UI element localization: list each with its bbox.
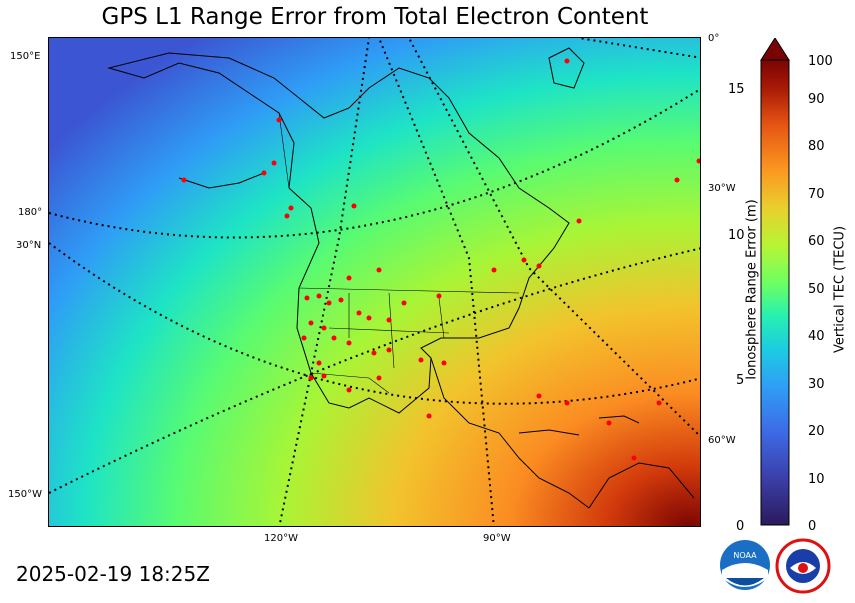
tec-tick: 0	[808, 519, 817, 534]
tec-field	[49, 38, 700, 526]
tec-tick: 90	[808, 92, 825, 107]
edge-label-0: 0°	[708, 33, 720, 44]
range-tick: 15	[728, 82, 745, 97]
edge-label-30w: 30°W	[708, 183, 736, 194]
range-tick: 0	[736, 519, 745, 534]
graticule	[49, 38, 700, 526]
chart-title: GPS L1 Range Error from Total Electron C…	[101, 4, 649, 30]
tec-tick: 30	[808, 377, 825, 392]
agency-logos: NOAA	[720, 538, 831, 594]
borders	[278, 112, 520, 394]
lat-label-150w: 150°W	[8, 489, 42, 500]
svg-text:NOAA: NOAA	[733, 551, 757, 560]
lon-label-120w: 120°W	[264, 533, 298, 544]
edge-label-60w: 60°W	[708, 435, 736, 446]
gps-stations	[181, 58, 700, 461]
range-tick: 10	[728, 228, 745, 243]
lat-label-150e: 150°E	[10, 51, 41, 62]
lon-label-90w: 90°W	[483, 533, 511, 544]
lat-label-30n: 30°N	[16, 240, 42, 251]
tec-tick: 100	[808, 54, 833, 69]
coastlines	[107, 47, 695, 509]
tec-tick: 10	[808, 472, 825, 487]
colorbar	[760, 38, 790, 526]
tec-tick: 80	[808, 139, 825, 154]
tec-tick: 20	[808, 424, 825, 439]
tec-tick: 60	[808, 234, 825, 249]
timestamp: 2025-02-19 18:25Z	[16, 562, 210, 586]
tec-axis-label: Vertical TEC (TECU)	[832, 225, 848, 354]
tec-tick: 70	[808, 187, 825, 202]
noaa-logo: NOAA	[720, 540, 770, 590]
nws-logo	[775, 538, 831, 594]
tec-tick: 50	[808, 282, 825, 297]
range-tick: 5	[736, 373, 745, 388]
tec-map	[48, 37, 701, 527]
range-error-axis-label: Ionosphere Range Error (m)	[744, 199, 760, 380]
lat-label-180: 180°	[18, 207, 43, 218]
tec-tick: 40	[808, 329, 825, 344]
